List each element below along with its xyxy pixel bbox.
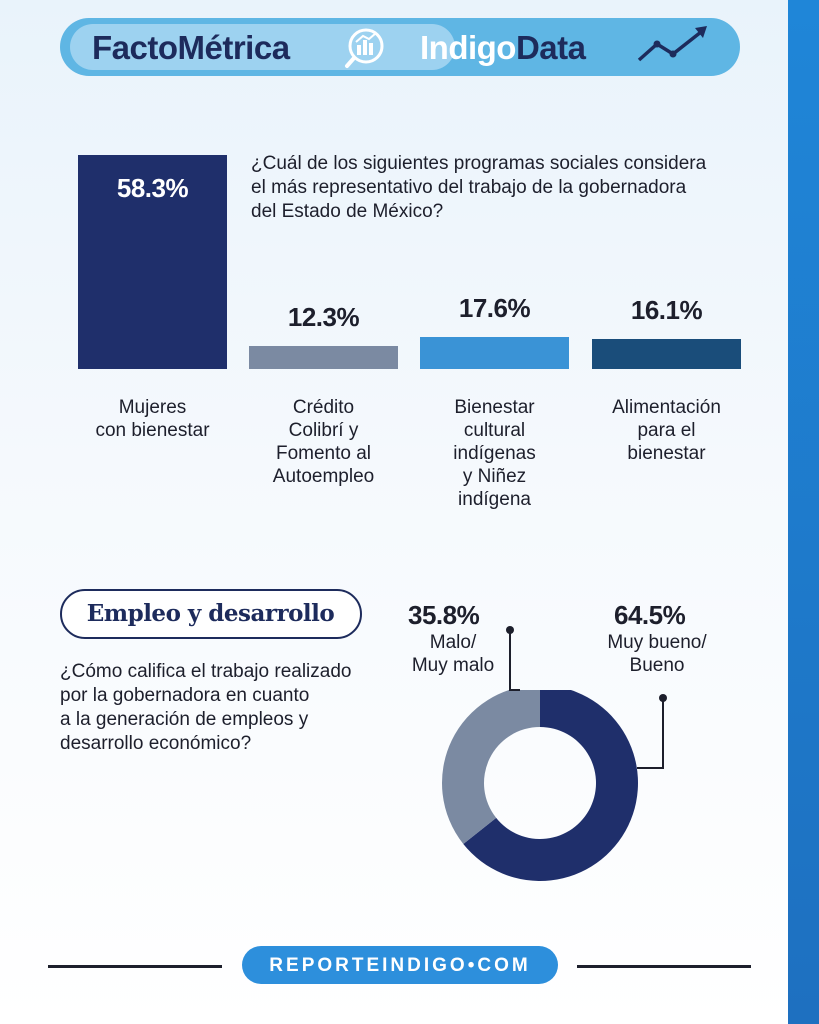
- donut-label-malo-text: Malo/ Muy malo: [398, 631, 508, 677]
- donut-label-malo-line: Muy malo: [411, 655, 495, 676]
- bar-category-line: Fomento al: [275, 443, 372, 464]
- bar-category-line: indígena: [458, 489, 531, 510]
- question1-line: el más representativo del trabajo de la …: [251, 177, 687, 198]
- question1-line: ¿Cuál de los siguientes programas social…: [251, 153, 707, 174]
- brand-factometrica: FactoMétrica: [92, 29, 290, 66]
- bar-category-line: y Niñez: [462, 466, 527, 487]
- leader-line-malo: [509, 630, 520, 691]
- question2-line: a la generación de empleos y: [60, 709, 309, 730]
- right-accent-bar: [788, 0, 819, 1024]
- bar-category-line: cultural: [463, 420, 526, 441]
- header-pill-inner: [70, 24, 455, 70]
- leader-line-bueno: [637, 698, 664, 769]
- footer-divider-left: [48, 965, 222, 968]
- leader-dot-malo: [506, 626, 514, 634]
- bar-category-label: Alimentación para el bienestar: [592, 396, 742, 465]
- donut-label-malo-value: 35.8%: [408, 600, 480, 630]
- bar-value-label: 16.1%: [630, 295, 703, 325]
- leader-dot-bueno: [659, 694, 667, 702]
- bar-category-label: Crédito Colibrí y Fomento al Autoempleo: [249, 396, 399, 488]
- bar-category-line: Crédito: [292, 397, 355, 418]
- question1-line: del Estado de México?: [251, 201, 444, 222]
- header-banner: FactoMétrica IndigoData: [60, 18, 740, 76]
- bar: [249, 346, 398, 369]
- bar-category-line: para el: [637, 420, 696, 441]
- footer-divider-right: [577, 965, 751, 968]
- bar-category-label: Mujeres con bienestar: [78, 396, 228, 442]
- footer-link-text[interactable]: REPORTEINDIGO•COM: [269, 955, 531, 976]
- bar-category-line: Colibrí y: [288, 420, 359, 441]
- section-pill: Empleo y desarrollo: [60, 589, 362, 639]
- donut-slice-malo: [442, 690, 540, 844]
- brand-indigo: Indigo: [420, 29, 516, 66]
- brand-indigodata: IndigoData: [420, 29, 586, 67]
- bar: [78, 155, 227, 369]
- bar-category-line: Alimentación: [612, 397, 721, 418]
- bar-category-line: indígenas: [453, 443, 536, 464]
- donut-chart-question: ¿Cómo califica el trabajo realizado por …: [60, 660, 390, 756]
- donut-slice-muy-bueno: [463, 690, 638, 881]
- footer-link-pill[interactable]: REPORTEINDIGO•COM: [242, 946, 558, 984]
- chart-magnifier-icon: [345, 28, 384, 68]
- donut-label-bueno-line: Bueno: [629, 655, 685, 676]
- trend-line-icon: [637, 26, 707, 62]
- donut-label-bueno-line: Muy bueno/: [607, 632, 707, 653]
- bar-chart-question: ¿Cuál de los siguientes programas social…: [251, 152, 751, 224]
- bar-value-label: 58.3%: [116, 173, 189, 203]
- bar-category-label: Bienestar cultural indígenas y Niñez indígen…: [420, 396, 570, 511]
- question2-line: desarrollo económico?: [60, 733, 252, 754]
- question2-line: por la gobernadora en cuanto: [60, 685, 310, 706]
- bar-value-label: 12.3%: [287, 302, 360, 332]
- section-title: Empleo y desarrollo: [86, 600, 335, 627]
- bar-category-line: Mujeres: [118, 397, 187, 418]
- donut-label-bueno-text: Muy bueno/ Bueno: [592, 631, 722, 677]
- brand-data: Data: [515, 29, 586, 66]
- bar-value-label: 17.6%: [458, 293, 531, 323]
- bar-category-line: bienestar: [627, 443, 706, 464]
- donut-label-bueno-value: 64.5%: [614, 600, 686, 630]
- donut-label-malo-line: Malo/: [429, 632, 477, 653]
- bar-category-line: Bienestar: [454, 397, 535, 418]
- bar-category-line: Autoempleo: [272, 466, 375, 487]
- bar: [420, 337, 569, 369]
- donut-chart: [442, 690, 638, 881]
- question2-line: ¿Cómo califica el trabajo realizado: [60, 661, 352, 682]
- bar: [592, 339, 741, 369]
- bar-category-line: con bienestar: [95, 420, 210, 441]
